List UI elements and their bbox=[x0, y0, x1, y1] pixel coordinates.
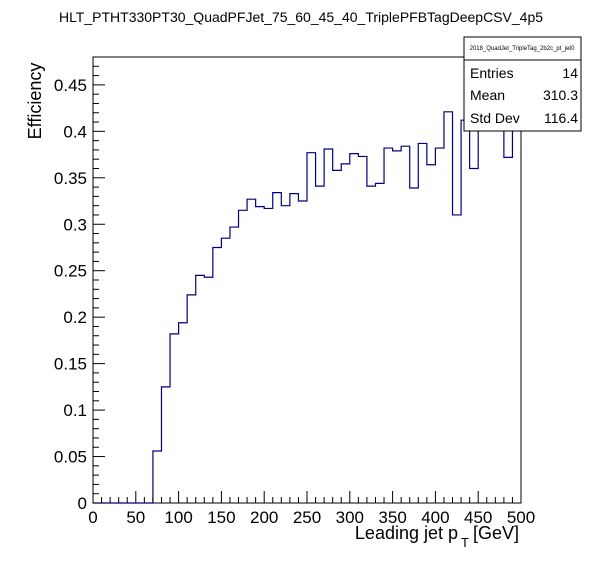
stats-entries-label: Entries bbox=[470, 65, 514, 81]
y-tick-label: 0.2 bbox=[63, 308, 87, 327]
x-tick-label: 400 bbox=[421, 508, 449, 527]
x-axis-tick-labels: 0 50 100 150 200 250 300 350 400 450 500 bbox=[88, 508, 535, 527]
y-tick-label: 0.4 bbox=[63, 122, 87, 141]
y-tick-label: 0.45 bbox=[54, 76, 87, 95]
x-tick-label: 150 bbox=[207, 508, 235, 527]
x-tick-label: 350 bbox=[378, 508, 406, 527]
y-tick-label: 0.3 bbox=[63, 215, 87, 234]
y-tick-label: 0.05 bbox=[54, 448, 87, 467]
x-axis-label: Leading jet p T [GeV] bbox=[355, 523, 519, 550]
x-tick-label: 0 bbox=[88, 508, 97, 527]
stats-box-title: 2018_QuadJet_TripleTag_2b2c_pt_jet0 bbox=[470, 46, 576, 52]
stats-mean-value: 310.3 bbox=[543, 87, 578, 103]
efficiency-histogram-line bbox=[93, 111, 521, 504]
stats-entries-value: 14 bbox=[562, 65, 578, 81]
stats-box-frame bbox=[463, 36, 582, 132]
x-axis-label-unit: [GeV] bbox=[473, 523, 519, 543]
plot-frame bbox=[92, 56, 522, 504]
y-tick-label: 0.1 bbox=[63, 401, 87, 420]
stats-mean-label: Mean bbox=[470, 87, 505, 103]
x-tick-label: 200 bbox=[250, 508, 278, 527]
x-tick-label: 50 bbox=[126, 508, 145, 527]
y-tick-label: 0.35 bbox=[54, 169, 87, 188]
y-axis-label: Efficiency bbox=[25, 63, 45, 140]
x-tick-label: 500 bbox=[507, 508, 535, 527]
chart-title: HLT_PTHT330PT30_QuadPFJet_75_60_45_40_Tr… bbox=[59, 9, 543, 25]
y-tick-label: 0.15 bbox=[54, 355, 87, 374]
x-axis-label-main: Leading jet p bbox=[355, 523, 458, 543]
stats-stddev-value: 116.4 bbox=[544, 110, 578, 126]
x-axis-ticks bbox=[92, 491, 522, 503]
x-tick-label: 300 bbox=[336, 508, 364, 527]
y-axis-tick-labels: 0 0.05 0.1 0.15 0.2 0.25 0.3 0.35 0.4 0.45 bbox=[54, 76, 87, 513]
y-tick-label: 0 bbox=[78, 494, 87, 513]
stats-stddev-label: Std Dev bbox=[470, 110, 520, 126]
x-tick-label: 250 bbox=[293, 508, 321, 527]
x-tick-label: 450 bbox=[464, 508, 492, 527]
y-axis-ticks bbox=[93, 56, 105, 504]
x-tick-label: 100 bbox=[164, 508, 192, 527]
x-axis-label-subscript: T bbox=[461, 535, 469, 550]
stats-box: 2018_QuadJet_TripleTag_2b2c_pt_jet0 Entr… bbox=[463, 36, 582, 132]
y-tick-label: 0.25 bbox=[54, 262, 87, 281]
